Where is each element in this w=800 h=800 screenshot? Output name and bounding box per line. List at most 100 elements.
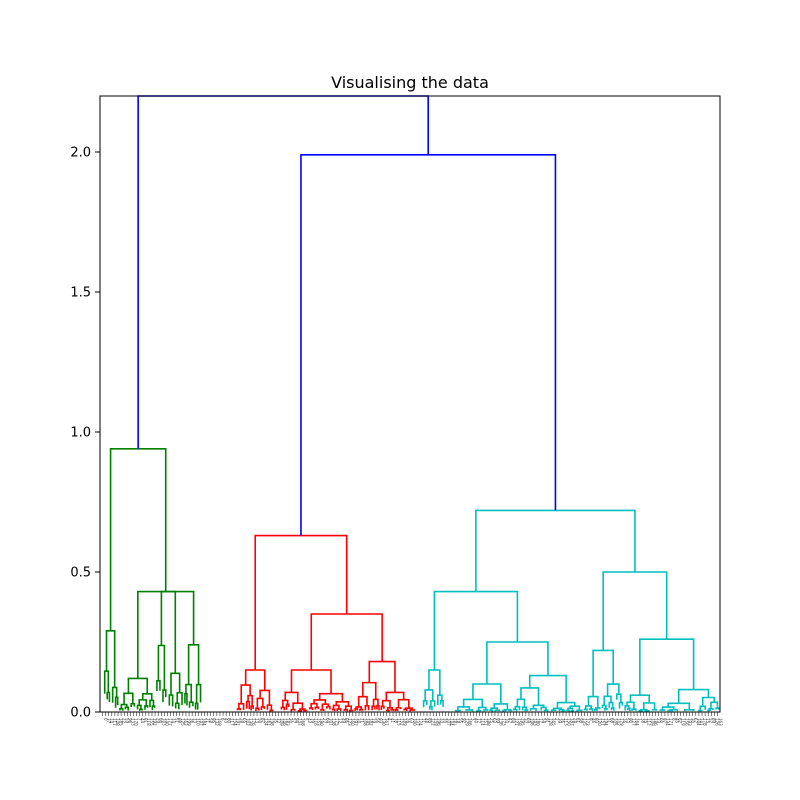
leaf-label: 2 <box>554 718 559 721</box>
cluster-link <box>667 709 674 712</box>
leaf-label: 121 <box>514 718 519 726</box>
leaf-label: 190 <box>319 718 324 726</box>
leaf-label: 26 <box>406 718 411 724</box>
leaf-label: 112 <box>647 718 652 726</box>
cluster-link <box>385 709 390 712</box>
leaf-label: 21 <box>205 718 210 724</box>
y-tick-label: 0.5 <box>70 566 91 581</box>
cluster-link <box>494 709 501 712</box>
cluster-link <box>503 708 512 711</box>
cluster-link <box>454 709 462 712</box>
cluster-link <box>302 709 308 712</box>
leaf-label: 141 <box>699 718 704 726</box>
leaf-label: 56 <box>375 718 380 724</box>
leaf-label: 33 <box>440 718 445 724</box>
leaf-label: 9 <box>588 718 593 721</box>
leaf-label: 130 <box>381 718 386 726</box>
cluster-link <box>266 704 273 711</box>
leaf-label: 1 <box>637 718 642 721</box>
leaf-label: 70 <box>443 718 448 724</box>
leaf-label: 38 <box>641 718 646 724</box>
leaf-label: 179 <box>619 718 624 726</box>
cluster-link <box>254 534 348 670</box>
root-link <box>137 95 429 449</box>
cluster-link <box>343 708 349 712</box>
cluster-link <box>320 708 325 712</box>
leaf-label: 96 <box>128 718 133 724</box>
leaf-label: 107 <box>446 718 451 726</box>
cluster-link <box>170 672 181 696</box>
leaf-label: 177 <box>168 718 173 726</box>
leaf-label: 184 <box>202 718 207 726</box>
leaf-label: 92 <box>461 718 466 724</box>
leaf-label: 23 <box>656 718 661 724</box>
leaf-label: 188 <box>486 718 491 726</box>
leaf-label: 160 <box>350 718 355 726</box>
cluster-link <box>187 644 200 685</box>
cluster-link <box>708 707 714 711</box>
leaf-label: 129 <box>464 718 469 726</box>
cluster-link <box>659 709 666 712</box>
cluster-link <box>490 707 499 711</box>
cluster-link <box>550 709 557 712</box>
cluster-link <box>567 707 574 711</box>
leaf-label: 53 <box>625 718 630 724</box>
cluster-link <box>255 707 260 711</box>
leaf-label: 149 <box>650 718 655 726</box>
leaf-label: 18 <box>455 718 460 724</box>
cluster-link <box>250 705 255 711</box>
leaf-label: 79 <box>310 718 315 724</box>
leaf-label: 183 <box>285 718 290 726</box>
leaf-label: 95 <box>211 718 216 724</box>
cluster-link <box>390 708 395 712</box>
cluster-link <box>616 693 622 703</box>
cluster-link <box>639 638 695 696</box>
cluster-link <box>428 669 441 696</box>
leaf-label: 101 <box>328 718 333 726</box>
leaf-label: 162 <box>183 718 188 726</box>
cluster-link <box>188 701 194 708</box>
cluster-link <box>707 709 711 712</box>
leaf-label: 109 <box>279 718 284 726</box>
leaf-label: 194 <box>603 718 608 726</box>
leaf-label: 98 <box>579 718 584 724</box>
leaf-label: 65 <box>242 718 247 724</box>
cluster-link <box>236 708 242 711</box>
cluster-link <box>521 706 528 711</box>
leaf-label: 4 <box>387 718 392 721</box>
cluster-link <box>642 702 656 710</box>
cluster-link <box>332 704 340 710</box>
leaf-label: 78 <box>393 718 398 724</box>
leaf-label: 178 <box>702 718 707 726</box>
leaf-label: 155 <box>149 718 154 726</box>
leaf-label: 193 <box>687 718 692 726</box>
leaf-label: 100 <box>412 718 417 726</box>
cluster-link <box>151 705 156 711</box>
cluster-link <box>348 709 354 712</box>
cluster-link <box>176 691 183 706</box>
leaf-label: 159 <box>433 718 438 726</box>
leaf-label: 31 <box>607 718 612 724</box>
leaf-label: 171 <box>668 718 673 726</box>
cluster-link <box>359 708 364 711</box>
cluster-link <box>354 707 359 711</box>
cluster-link <box>502 709 507 712</box>
leaf-label: 102 <box>245 718 250 726</box>
leaf-label: 91 <box>545 718 550 724</box>
cluster-link <box>424 689 434 701</box>
dendrogram-links <box>103 95 720 712</box>
cluster-link <box>556 701 576 709</box>
chart-title: Visualising the data <box>331 73 489 92</box>
leaf-label: 77 <box>477 718 482 724</box>
cluster-link <box>576 709 583 712</box>
leaf-label: 164 <box>634 718 639 726</box>
leaf-label: 22 <box>121 718 126 724</box>
cluster-link <box>677 688 710 704</box>
leaf-label: 16 <box>622 718 627 724</box>
cluster-link <box>684 708 695 712</box>
leaf-label: 50 <box>257 718 262 724</box>
leaf-label: 34 <box>356 718 361 724</box>
cluster-link <box>185 683 193 703</box>
cluster-link <box>604 707 608 711</box>
cluster-link <box>184 692 188 706</box>
